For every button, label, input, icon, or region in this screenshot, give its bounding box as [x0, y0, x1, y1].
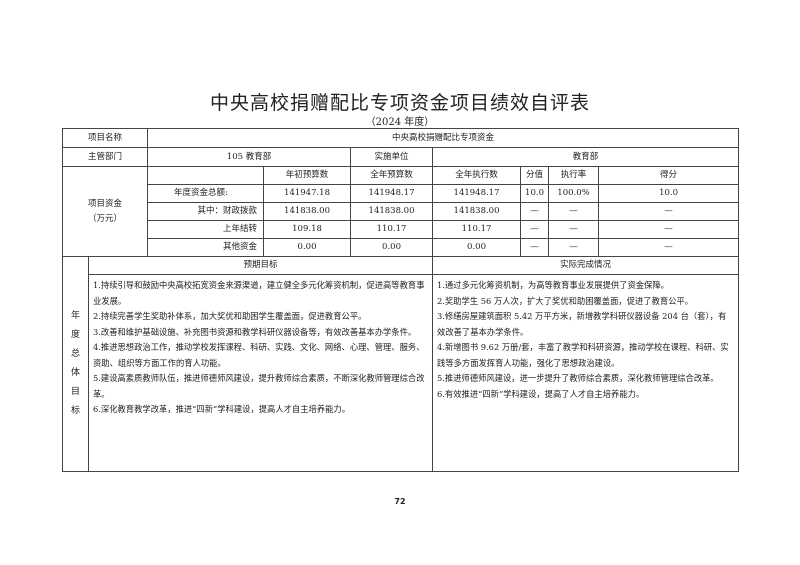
unit-value: 教育部	[432, 147, 740, 167]
actual-completion: 1.通过多元化筹资机制，为高等教育事业发展提供了资金保障。 2.奖助学生 56 …	[432, 274, 740, 472]
expected-goal-item: 1.持续引导和鼓励中央高校拓宽资金来源渠道，建立健全多元化筹资机制，促进高等教育…	[93, 280, 425, 306]
funds-cell: 141838.00	[350, 202, 434, 221]
funds-cell: —	[520, 238, 550, 257]
header-score: 得分	[598, 166, 740, 185]
funds-cell: 141838.00	[432, 202, 522, 221]
funds-cell: —	[598, 238, 740, 257]
annual-goals-label: 年 度 总 体 目 标	[62, 256, 89, 472]
header-execution-rate: 执行率	[548, 166, 600, 185]
goals-label-char: 目	[70, 387, 80, 397]
project-name-label: 项目名称	[61, 128, 149, 148]
actual-item: 3.修缮房屋建筑面积 5.42 万平方米，新增教学科研仪器设备 204 台（套）…	[437, 311, 727, 337]
goals-header-row: 年 度 总 体 目 标 预期目标 实际完成情况	[62, 256, 740, 472]
funds-cell: 0.00	[350, 238, 434, 257]
page-number: 72	[394, 497, 406, 506]
funds-row-label: 其中：财政拨款	[147, 202, 265, 221]
funds-cell: 0.00	[263, 238, 352, 257]
expected-goals: 1.持续引导和鼓励中央高校拓宽资金来源渠道，建立健全多元化筹资机制，促进高等教育…	[87, 274, 434, 472]
funds-cell: —	[548, 238, 600, 257]
header-score-weight: 分值	[520, 166, 550, 185]
funds-cell: 141948.17	[432, 184, 522, 203]
funds-row: 上年结转 109.18 110.17 110.17 — — —	[63, 220, 740, 239]
funds-cell: —	[548, 220, 600, 239]
funds-label-line1: 项目资金	[88, 199, 123, 210]
goals-label-char: 标	[70, 406, 80, 416]
funds-row: 其他资金 0.00 0.00 0.00 — — —	[63, 238, 740, 257]
expected-goal-item: 4.推进思想政治工作，推动学校发挥课程、科研、实践、文化、网络、心理、管理、服务…	[93, 342, 425, 368]
actual-item: 4.新增图书 9.62 万册/套，丰富了教学和科研资源，推动学校在课程、科研、实…	[437, 342, 729, 368]
funds-cell: 141947.18	[263, 184, 352, 203]
funds-cell: —	[520, 202, 550, 221]
goals-label-char: 总	[70, 349, 80, 359]
funds-cell: —	[598, 220, 740, 239]
actual-item: 1.通过多元化筹资机制，为高等教育事业发展提供了资金保障。	[437, 280, 669, 290]
funds-cell: —	[598, 202, 740, 221]
actual-item: 5.推进师德师风建设，进一步提升了教师综合素质，深化教师管理综合改革。	[437, 373, 719, 383]
department-value: 105 教育部	[147, 147, 352, 167]
funds-label-line2: （万元）	[88, 213, 123, 224]
funds-header-row: 项目资金 （万元） 年初预算数 全年预算数 全年执行数 分值 执行率 得分	[61, 166, 740, 257]
unit-label: 实施单位	[350, 147, 434, 167]
funds-label: 项目资金 （万元）	[61, 166, 149, 257]
department-row: 主管部门 105 教育部 实施单位 教育部	[61, 147, 740, 167]
expected-goal-item: 5.建设高素质教师队伍，推进师德师风建设，提升教师综合素质，不断深化教师管理综合…	[93, 373, 425, 399]
funds-row: 年度资金总额: 141947.18 141948.17 141948.17 10…	[63, 184, 740, 203]
funds-cell: 0.00	[432, 238, 522, 257]
funds-cell: 110.17	[432, 220, 522, 239]
expected-goal-item: 3.改善和维护基础设施、补充图书资源和教学科研仪器设备等，有效改善基本办学条件。	[93, 326, 417, 337]
funds-row: 其中：财政拨款 141838.00 141838.00 141838.00 — …	[63, 202, 740, 221]
actual-item: 2.奖助学生 56 万人次，扩大了奖优和助困覆盖面，促进了教育公平。	[437, 295, 694, 306]
performance-table: 项目名称 中央高校捐赠配比专项资金 主管部门 105 教育部 实施单位 教育部 …	[61, 128, 740, 472]
header-initial-budget: 年初预算数	[263, 166, 352, 185]
department-label: 主管部门	[61, 147, 149, 167]
goals-content-row: 1.持续引导和鼓励中央高校拓宽资金来源渠道，建立健全多元化筹资机制，促进高等教育…	[63, 274, 740, 472]
funds-cell: —	[548, 202, 600, 221]
project-name-value: 中央高校捐赠配比专项资金	[147, 128, 740, 148]
funds-row-label: 年度资金总额:	[147, 184, 265, 203]
expected-goal-item: 2.持续完善学生奖助补体系，加大奖优和助困学生覆盖面，促进教育公平。	[93, 311, 367, 321]
actual-item: 6.有效推进“四新”学科建设，提高了人才自主培养能力。	[437, 388, 645, 399]
document-subtitle: （2024 年度）	[365, 117, 435, 128]
funds-cell: —	[520, 220, 550, 239]
expected-goal-item: 6.深化教育教学改革，推进“四新”学科建设，提高人才自主培养能力。	[93, 404, 351, 414]
header-annual-execution: 全年执行数	[432, 166, 522, 185]
funds-cell: 10.0	[598, 184, 740, 203]
funds-header-blank	[147, 166, 265, 185]
goals-label-char: 体	[70, 368, 80, 378]
document-title: 中央高校捐赠配比专项资金项目绩效自评表	[209, 92, 590, 114]
funds-cell: 100.0%	[548, 184, 600, 203]
funds-cell: 109.18	[263, 220, 352, 239]
funds-row-label: 其他资金	[147, 238, 265, 257]
header-annual-budget: 全年预算数	[350, 166, 434, 185]
goals-label-char: 年	[70, 311, 80, 321]
expected-goals-header: 预期目标	[87, 256, 434, 275]
funds-cell: 141838.00	[263, 202, 352, 221]
funds-cell: 10.0	[520, 184, 550, 203]
actual-completion-header: 实际完成情况	[432, 256, 740, 275]
funds-row-label: 上年结转	[147, 220, 265, 239]
funds-cell: 141948.17	[350, 184, 434, 203]
project-name-row: 项目名称 中央高校捐赠配比专项资金	[61, 128, 740, 148]
goals-label-char: 度	[70, 330, 80, 340]
funds-cell: 110.17	[350, 220, 434, 239]
